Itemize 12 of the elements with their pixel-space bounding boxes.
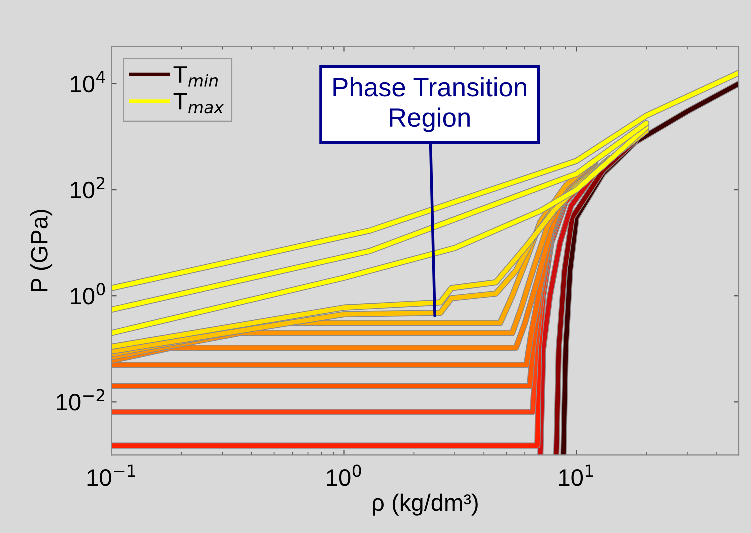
legend-label: T$_{max}$ [174, 93, 224, 114]
y-tick-label: 10$^{0}$ [71, 283, 106, 305]
y-tick-label: 10$^{−2}$ [57, 389, 105, 411]
x-axis-title: ρ (kg/dm³) [373, 494, 478, 516]
annotation: Phase Transition Region [334, 77, 526, 132]
x-tick-label: 10$^{−1}$ [88, 464, 136, 486]
y-axis-title: P (GPa) [30, 210, 53, 292]
y-tick-label: 10$^{2}$ [71, 177, 105, 199]
x-tick-label: 10$^{0}$ [327, 464, 362, 486]
x-tick-label: 10$^{1}$ [559, 464, 594, 486]
y-tick-label: 10$^{4}$ [71, 71, 106, 93]
legend-label: T$_{min}$ [174, 66, 218, 87]
